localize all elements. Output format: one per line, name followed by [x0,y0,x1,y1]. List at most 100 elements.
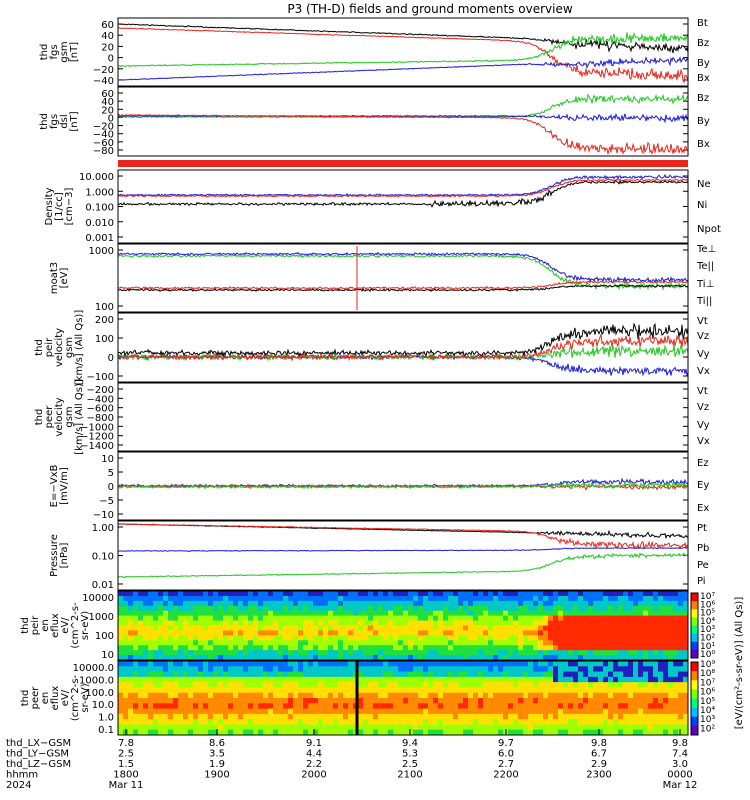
panel-el_spec: thdpeerenefluxeV/(cm^2-s-sr-eV)10000.0 10… [20,660,689,736]
trace-Vz [117,334,689,362]
time-axis: thd_LX−GSM 7.8 8.6 9.1 9.4 9.7 9.8 9.8 thd_LY−GS… [6,729,697,791]
ylabel-vel2: thdpeervelocitygsm[km/s] (All Qs)] [34,379,85,455]
legend-fgs-2: By [697,58,710,69]
trace-By [117,93,689,119]
legend-fgs_dsl-2: Bx [697,139,710,150]
xaxis-value: 2200 [493,770,518,781]
trace-Te⊥ [117,279,689,291]
frame-density [117,169,689,244]
ytick-fgs_dsl: −80 [93,146,114,157]
trace-Ne [117,178,689,198]
trace-Ey [117,480,689,490]
colorbar-tick: 10⁰ [700,650,715,660]
ytick-fgs: 20 [101,42,114,53]
ytick-fgs_dsl: −20 [93,122,114,133]
legend-vel1-0: Vt [697,316,708,327]
legend-fgs_dsl-1: By [697,116,710,127]
legend-temp-1: Te|| [696,261,714,272]
trace-Vy [117,343,689,362]
ytick-fgs: 60 [101,20,114,31]
ytick-density: 10.000 [79,172,114,183]
ytick-fgs_dsl: 40 [101,97,114,108]
ytick-el_spec: 1.0 [98,713,114,724]
legend-density-2: Npot [697,224,721,235]
xaxis-value: 4.4 [306,749,322,760]
legend-efield-0: Ez [697,458,709,469]
trace-By [117,32,689,68]
legend-temp-3: Ti|| [696,296,712,307]
xaxis-value: 9.4 [402,738,418,749]
ytick-fgs_dsl: 60 [101,89,114,100]
trace-Ti⊥ [117,251,689,284]
trace-Ti|| [117,253,689,291]
frame-efield [117,451,689,521]
xaxis-value: 2.7 [498,759,514,770]
ytick-density: 0.001 [85,233,114,244]
ytick-vel2: −400 [87,394,114,405]
colorbar-tick: 10³ [700,625,715,635]
frame-fgs [117,17,689,87]
ytick-temp: 1000 [89,246,114,257]
panels: thdfgsgsm[nT]6040200−20−40BtBzByBxthdfgs… [20,17,721,736]
legend-efield-1: Ey [697,480,709,491]
xaxis-value: 9.7 [498,738,514,749]
ytick-pressure: 1.00 [92,523,114,534]
ytick-vel2: −600 [87,404,114,415]
trace-Pi [117,546,689,552]
ytick-pressure: 0.01 [92,580,114,591]
xaxis-value: 2300 [586,770,611,781]
ytick-ion_spec: 10000 [82,593,114,604]
frame-vel2 [117,382,689,452]
ytick-fgs_dsl: −60 [93,138,114,149]
ytick-fgs: 40 [101,31,114,42]
ytick-density: 0.010 [85,218,114,229]
xaxis-value: 6.0 [498,749,514,760]
legend-density-0: Ne [697,179,711,190]
ytick-el_spec: 10000.0 [73,663,114,674]
ylabel-pressure: Pressure[nPa] [49,534,70,577]
ytick-temp: 100 [95,302,114,313]
frame-el_spec [117,660,689,736]
ytick-pressure: 0.10 [92,552,114,563]
ylabel-el_spec: thdpeerenefluxeV/(cm^2-s-sr-eV) [20,674,91,721]
frame-vel1 [117,312,689,383]
ylabel-ion_spec: thdpeirenefluxeV/(cm^2-s-sr-eV) [20,602,91,649]
trace-Te|| [117,284,688,293]
ytick-efield: −10 [93,510,114,521]
ytick-efield: 0 [108,482,114,493]
ytick-density: 1.000 [85,187,114,198]
xaxis-value: 2000 [301,770,326,781]
xaxis-value: 1.5 [118,759,134,770]
legend-fgs-3: Bx [697,73,710,84]
panel-temp: moat3[eV] 1000 100 Te⊥ Te|| Ti⊥ Ti|| [49,243,716,313]
legend-pressure-2: Pe [697,560,709,571]
colorbar-tick: 10⁶ [700,688,715,698]
xaxis-value: 9.8 [672,738,688,749]
colorbar-tick: 10⁸ [700,669,715,679]
xaxis-value: 7.8 [118,738,134,749]
ytick-vel2: −1400 [80,441,114,452]
xaxis-value: 3.0 [672,759,688,770]
legend-vel2-3: Vx [697,436,710,447]
xaxis-value: 1900 [204,770,229,781]
frame-pressure [117,520,689,591]
colorbar-tick: 10⁴ [700,706,715,716]
legend-density-1: Ni [697,200,707,211]
ytick-ion_spec: 100 [95,631,114,642]
ylabel-temp: moat3[eV] [49,262,70,294]
xaxis-value: 8.6 [209,738,225,749]
ytick-el_spec: 10.0 [92,700,114,711]
ylabel-efield: E=−VxB[mV/m] [49,465,70,508]
trace-Bz [117,27,689,84]
xaxis-value: 0000 [667,770,692,781]
ytick-fgs: 0 [108,54,114,65]
xaxis-value: 7.4 [672,749,688,760]
legend-vel2-0: Vt [697,386,708,397]
ytick-vel1: 200 [95,315,114,326]
ytick-density: 0.100 [85,203,114,214]
legend-pressure-0: Pt [697,523,707,534]
legend-temp-0: Te⊥ [696,244,716,255]
colorbar-tick: 10⁹ [700,660,715,670]
ytick-ion_spec: 1000 [89,612,114,623]
